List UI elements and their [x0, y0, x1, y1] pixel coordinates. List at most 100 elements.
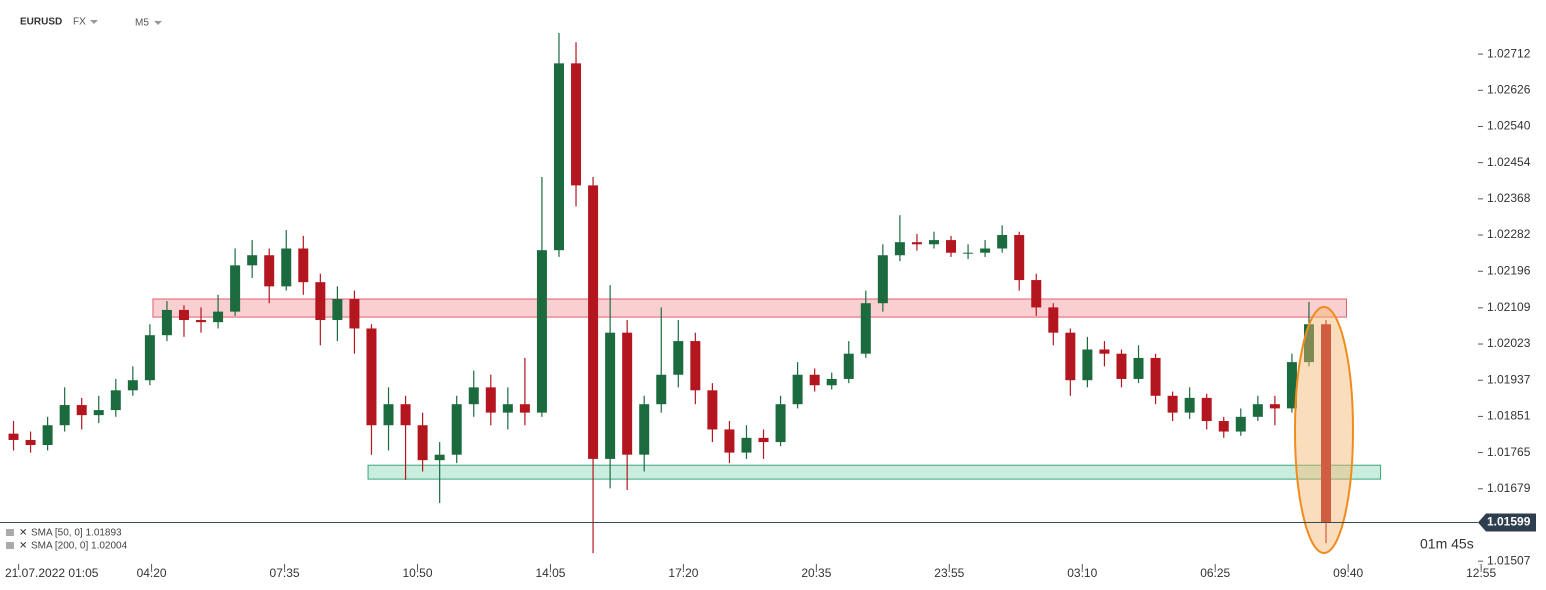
candle-body — [519, 404, 530, 413]
candle-body — [196, 320, 207, 323]
candle-body — [485, 387, 496, 413]
candle-body — [1286, 362, 1297, 409]
candle-body — [690, 341, 701, 391]
candle-body — [247, 255, 258, 266]
candle-body — [553, 63, 564, 251]
market[interactable]: FX — [73, 17, 86, 28]
x-tick-label: 09:40 — [1333, 566, 1363, 580]
candle-body — [997, 235, 1008, 249]
candle-body — [588, 185, 599, 459]
candle-body — [417, 425, 428, 461]
y-tick-label: 1.01679 — [1487, 481, 1531, 495]
remove-icon[interactable]: ✕ — [19, 528, 27, 539]
candle-body — [877, 255, 888, 304]
dropdown-arrow[interactable] — [154, 21, 162, 25]
x-tick-label: 21.07.2022 01:05 — [5, 566, 99, 580]
y-tick-label: 1.02712 — [1487, 46, 1531, 60]
candle-body — [911, 242, 922, 245]
candle-body — [332, 298, 343, 321]
candle-body — [1150, 357, 1161, 396]
candle-body — [76, 405, 87, 416]
candle-body — [451, 404, 462, 455]
remove-icon[interactable]: ✕ — [19, 541, 27, 552]
interval[interactable]: M5 — [135, 18, 149, 29]
candle-body — [502, 404, 513, 413]
candle-body — [264, 255, 275, 287]
candle-body — [1201, 397, 1212, 422]
y-tick-label: 1.02368 — [1487, 191, 1531, 205]
x-tick-label: 17:20 — [668, 566, 698, 580]
candle-body — [298, 248, 309, 283]
x-tick-label: 10:50 — [402, 566, 432, 580]
x-tick-label: 12:55 — [1466, 566, 1496, 580]
candle-body — [1082, 349, 1093, 381]
candle-body — [826, 378, 837, 386]
highlight-ellipse — [1294, 306, 1354, 554]
candle-body — [1133, 357, 1144, 379]
last-price-tag — [1478, 513, 1536, 532]
candle-body — [25, 439, 36, 446]
candle-body — [1116, 353, 1127, 379]
candle-body — [110, 390, 121, 411]
candle-body — [741, 437, 752, 453]
candle-body — [1303, 324, 1314, 363]
indicator-icon[interactable] — [6, 529, 14, 536]
y-tick-label: 1.02282 — [1487, 227, 1531, 241]
candle-body — [707, 390, 718, 430]
x-tick-label: 04:20 — [137, 566, 167, 580]
candle-body — [809, 374, 820, 386]
y-tick-label: 1.02196 — [1487, 263, 1531, 277]
candle-body — [758, 437, 769, 443]
candle-body — [144, 335, 155, 381]
candle-body — [656, 374, 667, 405]
candle-body — [161, 309, 172, 336]
x-tick-label: 14:05 — [535, 566, 565, 580]
dropdown-arrow[interactable] — [90, 20, 98, 24]
indicator-legend: ✕ SMA [50, 0] 1.01893 ✕ SMA [200, 0] 1.0… — [6, 528, 128, 552]
candle-body — [775, 404, 786, 443]
candle-body — [383, 404, 394, 426]
candle-body — [536, 250, 547, 413]
candle-body — [127, 380, 138, 391]
candle-body — [434, 454, 445, 461]
y-tick-label: 1.01851 — [1487, 409, 1531, 423]
candle-body — [8, 433, 19, 440]
candle-body — [1031, 280, 1042, 308]
candle-body — [93, 410, 104, 416]
zone — [367, 464, 1382, 480]
candle-body — [860, 303, 871, 354]
x-tick-label: 06:25 — [1200, 566, 1230, 580]
candle-body — [366, 328, 377, 426]
x-tick-label: 03:10 — [1067, 566, 1097, 580]
y-tick-label: 1.02626 — [1487, 82, 1531, 96]
y-tick-label: 1.01507 — [1487, 553, 1531, 567]
candle-body — [213, 311, 224, 323]
candle-body — [400, 404, 411, 426]
candle-body — [928, 240, 939, 245]
candle-body — [1218, 421, 1229, 432]
candle-body — [1048, 307, 1059, 333]
candle-body — [1269, 404, 1280, 409]
candle-body — [1235, 416, 1246, 432]
candle-body — [1065, 332, 1076, 381]
candle-body — [281, 248, 292, 287]
indicator-icon[interactable] — [6, 542, 14, 549]
candle-body — [894, 242, 905, 256]
sma-200: SMA [200, 0] 1.02004 — [31, 541, 128, 552]
candle-body — [622, 332, 633, 455]
candle-body — [963, 252, 974, 254]
x-tick-label: 07:35 — [270, 566, 300, 580]
zone — [152, 298, 1347, 318]
candle-body — [1252, 404, 1263, 417]
candle-countdown: 01m 45s — [1420, 536, 1474, 552]
y-tick-label: 1.02023 — [1487, 336, 1531, 350]
y-tick-label: 1.02454 — [1487, 155, 1531, 169]
y-tick-label: 1.02540 — [1487, 119, 1531, 133]
candle-body — [605, 332, 616, 459]
candle-body — [349, 298, 360, 329]
candle-body — [843, 353, 854, 379]
symbol[interactable]: EURUSD — [20, 17, 62, 28]
plot-layer: 1.02712 1.02626 1.02540 1.02454 1.02368 1.022… — [5, 33, 1531, 580]
y-tick-label: 1.02109 — [1487, 300, 1531, 314]
y-tick-label: 1.01937 — [1487, 372, 1531, 386]
